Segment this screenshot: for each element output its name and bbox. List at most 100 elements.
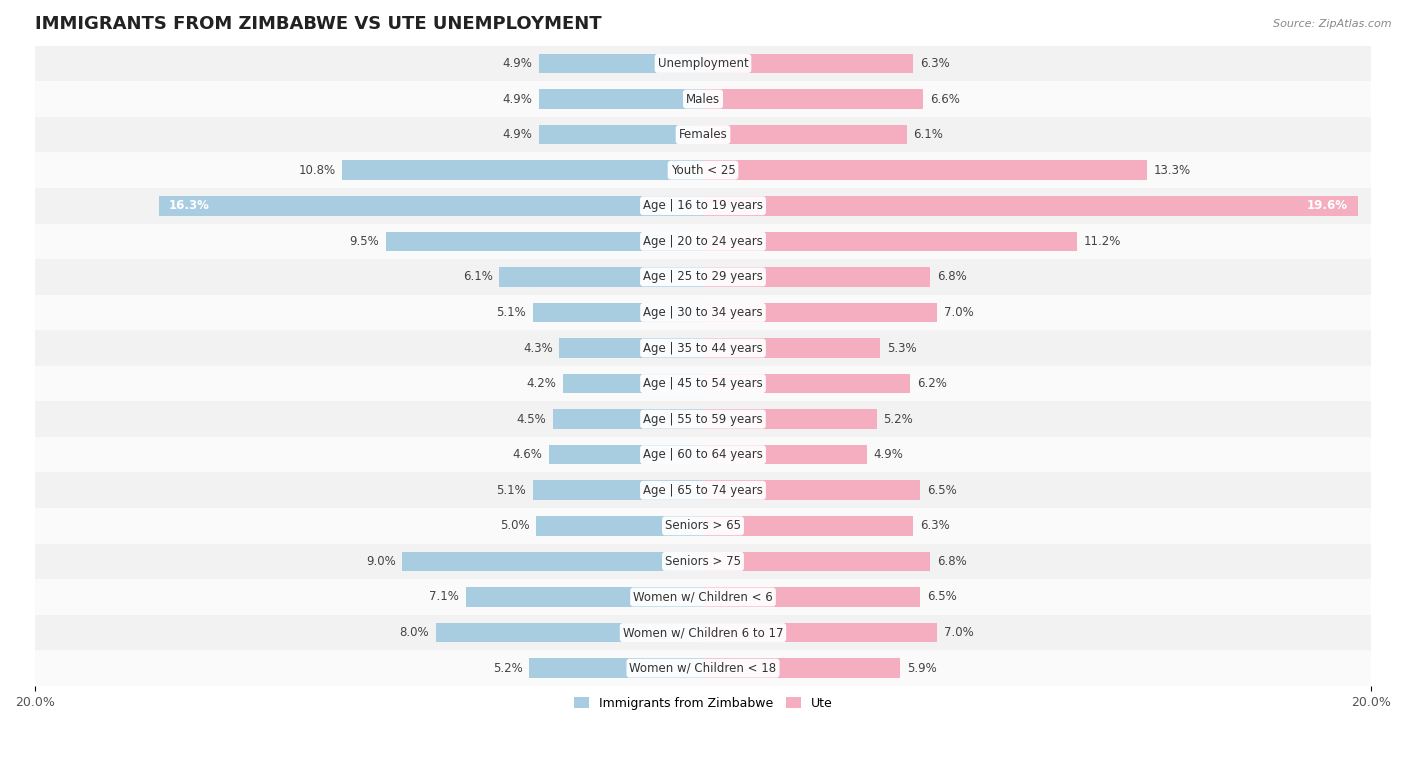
Text: Age | 16 to 19 years: Age | 16 to 19 years	[643, 199, 763, 212]
Legend: Immigrants from Zimbabwe, Ute: Immigrants from Zimbabwe, Ute	[569, 692, 837, 715]
Bar	[35, 615, 1371, 650]
Text: 4.3%: 4.3%	[523, 341, 553, 354]
Bar	[35, 188, 1371, 223]
Bar	[703, 232, 1077, 251]
Bar	[35, 81, 1371, 117]
Text: 11.2%: 11.2%	[1084, 235, 1121, 248]
Text: 6.1%: 6.1%	[914, 128, 943, 141]
Text: 6.1%: 6.1%	[463, 270, 492, 283]
Text: Women w/ Children 6 to 17: Women w/ Children 6 to 17	[623, 626, 783, 639]
Bar	[703, 160, 1147, 180]
Bar	[35, 152, 1371, 188]
Bar	[35, 294, 1371, 330]
Text: 16.3%: 16.3%	[169, 199, 209, 212]
Bar	[35, 544, 1371, 579]
Text: 6.5%: 6.5%	[927, 484, 956, 497]
Text: Age | 65 to 74 years: Age | 65 to 74 years	[643, 484, 763, 497]
Bar	[35, 401, 1371, 437]
Text: 4.6%: 4.6%	[513, 448, 543, 461]
Bar	[703, 552, 931, 572]
Text: Age | 60 to 64 years: Age | 60 to 64 years	[643, 448, 763, 461]
Bar	[703, 338, 880, 358]
Bar	[553, 410, 703, 429]
Text: 9.5%: 9.5%	[349, 235, 380, 248]
Bar	[499, 267, 703, 287]
Text: Women w/ Children < 18: Women w/ Children < 18	[630, 662, 776, 674]
Text: 5.2%: 5.2%	[494, 662, 523, 674]
Text: 6.3%: 6.3%	[920, 57, 950, 70]
Text: 4.5%: 4.5%	[516, 413, 546, 425]
Bar	[35, 437, 1371, 472]
Bar	[540, 89, 703, 109]
Bar	[703, 516, 914, 536]
Bar	[35, 366, 1371, 401]
Text: 9.0%: 9.0%	[366, 555, 395, 568]
Text: 7.0%: 7.0%	[943, 626, 973, 639]
Text: 5.1%: 5.1%	[496, 306, 526, 319]
Text: 5.2%: 5.2%	[883, 413, 912, 425]
Text: 6.3%: 6.3%	[920, 519, 950, 532]
Text: 6.2%: 6.2%	[917, 377, 946, 390]
Bar	[529, 659, 703, 678]
Text: Age | 25 to 29 years: Age | 25 to 29 years	[643, 270, 763, 283]
Text: Unemployment: Unemployment	[658, 57, 748, 70]
Bar	[35, 223, 1371, 259]
Text: 5.0%: 5.0%	[499, 519, 529, 532]
Bar	[703, 54, 914, 73]
Text: Males: Males	[686, 92, 720, 105]
Bar	[436, 623, 703, 643]
Bar	[540, 54, 703, 73]
Text: Females: Females	[679, 128, 727, 141]
Text: 5.9%: 5.9%	[907, 662, 936, 674]
Bar	[35, 45, 1371, 81]
Bar	[35, 330, 1371, 366]
Text: Source: ZipAtlas.com: Source: ZipAtlas.com	[1274, 19, 1392, 29]
Bar	[703, 89, 924, 109]
Bar	[550, 445, 703, 465]
Text: 13.3%: 13.3%	[1154, 164, 1191, 176]
Bar	[465, 587, 703, 607]
Bar	[35, 259, 1371, 294]
Bar	[35, 650, 1371, 686]
Text: Seniors > 75: Seniors > 75	[665, 555, 741, 568]
Text: Women w/ Children < 6: Women w/ Children < 6	[633, 590, 773, 603]
Text: 4.9%: 4.9%	[503, 128, 533, 141]
Bar	[703, 303, 936, 322]
Text: Age | 20 to 24 years: Age | 20 to 24 years	[643, 235, 763, 248]
Text: Age | 55 to 59 years: Age | 55 to 59 years	[643, 413, 763, 425]
Bar	[703, 410, 877, 429]
Bar	[703, 623, 936, 643]
Text: 6.8%: 6.8%	[936, 270, 966, 283]
Text: Age | 35 to 44 years: Age | 35 to 44 years	[643, 341, 763, 354]
Bar	[703, 445, 866, 465]
Text: 4.9%: 4.9%	[503, 92, 533, 105]
Bar	[35, 117, 1371, 152]
Bar	[703, 374, 910, 394]
Bar	[35, 472, 1371, 508]
Text: 7.0%: 7.0%	[943, 306, 973, 319]
Bar	[540, 125, 703, 145]
Text: Age | 45 to 54 years: Age | 45 to 54 years	[643, 377, 763, 390]
Text: 5.1%: 5.1%	[496, 484, 526, 497]
Text: 4.9%: 4.9%	[503, 57, 533, 70]
Bar	[402, 552, 703, 572]
Bar	[560, 338, 703, 358]
Bar	[703, 267, 931, 287]
Bar	[35, 579, 1371, 615]
Bar	[703, 196, 1358, 216]
Bar	[533, 303, 703, 322]
Text: 5.3%: 5.3%	[887, 341, 917, 354]
Bar	[703, 125, 907, 145]
Bar	[703, 481, 920, 500]
Text: Youth < 25: Youth < 25	[671, 164, 735, 176]
Text: 8.0%: 8.0%	[399, 626, 429, 639]
Bar	[562, 374, 703, 394]
Text: 4.2%: 4.2%	[526, 377, 555, 390]
Text: 19.6%: 19.6%	[1306, 199, 1348, 212]
Text: 10.8%: 10.8%	[298, 164, 336, 176]
Text: 4.9%: 4.9%	[873, 448, 903, 461]
Text: Seniors > 65: Seniors > 65	[665, 519, 741, 532]
Bar	[703, 659, 900, 678]
Text: Age | 30 to 34 years: Age | 30 to 34 years	[643, 306, 763, 319]
Bar	[533, 481, 703, 500]
